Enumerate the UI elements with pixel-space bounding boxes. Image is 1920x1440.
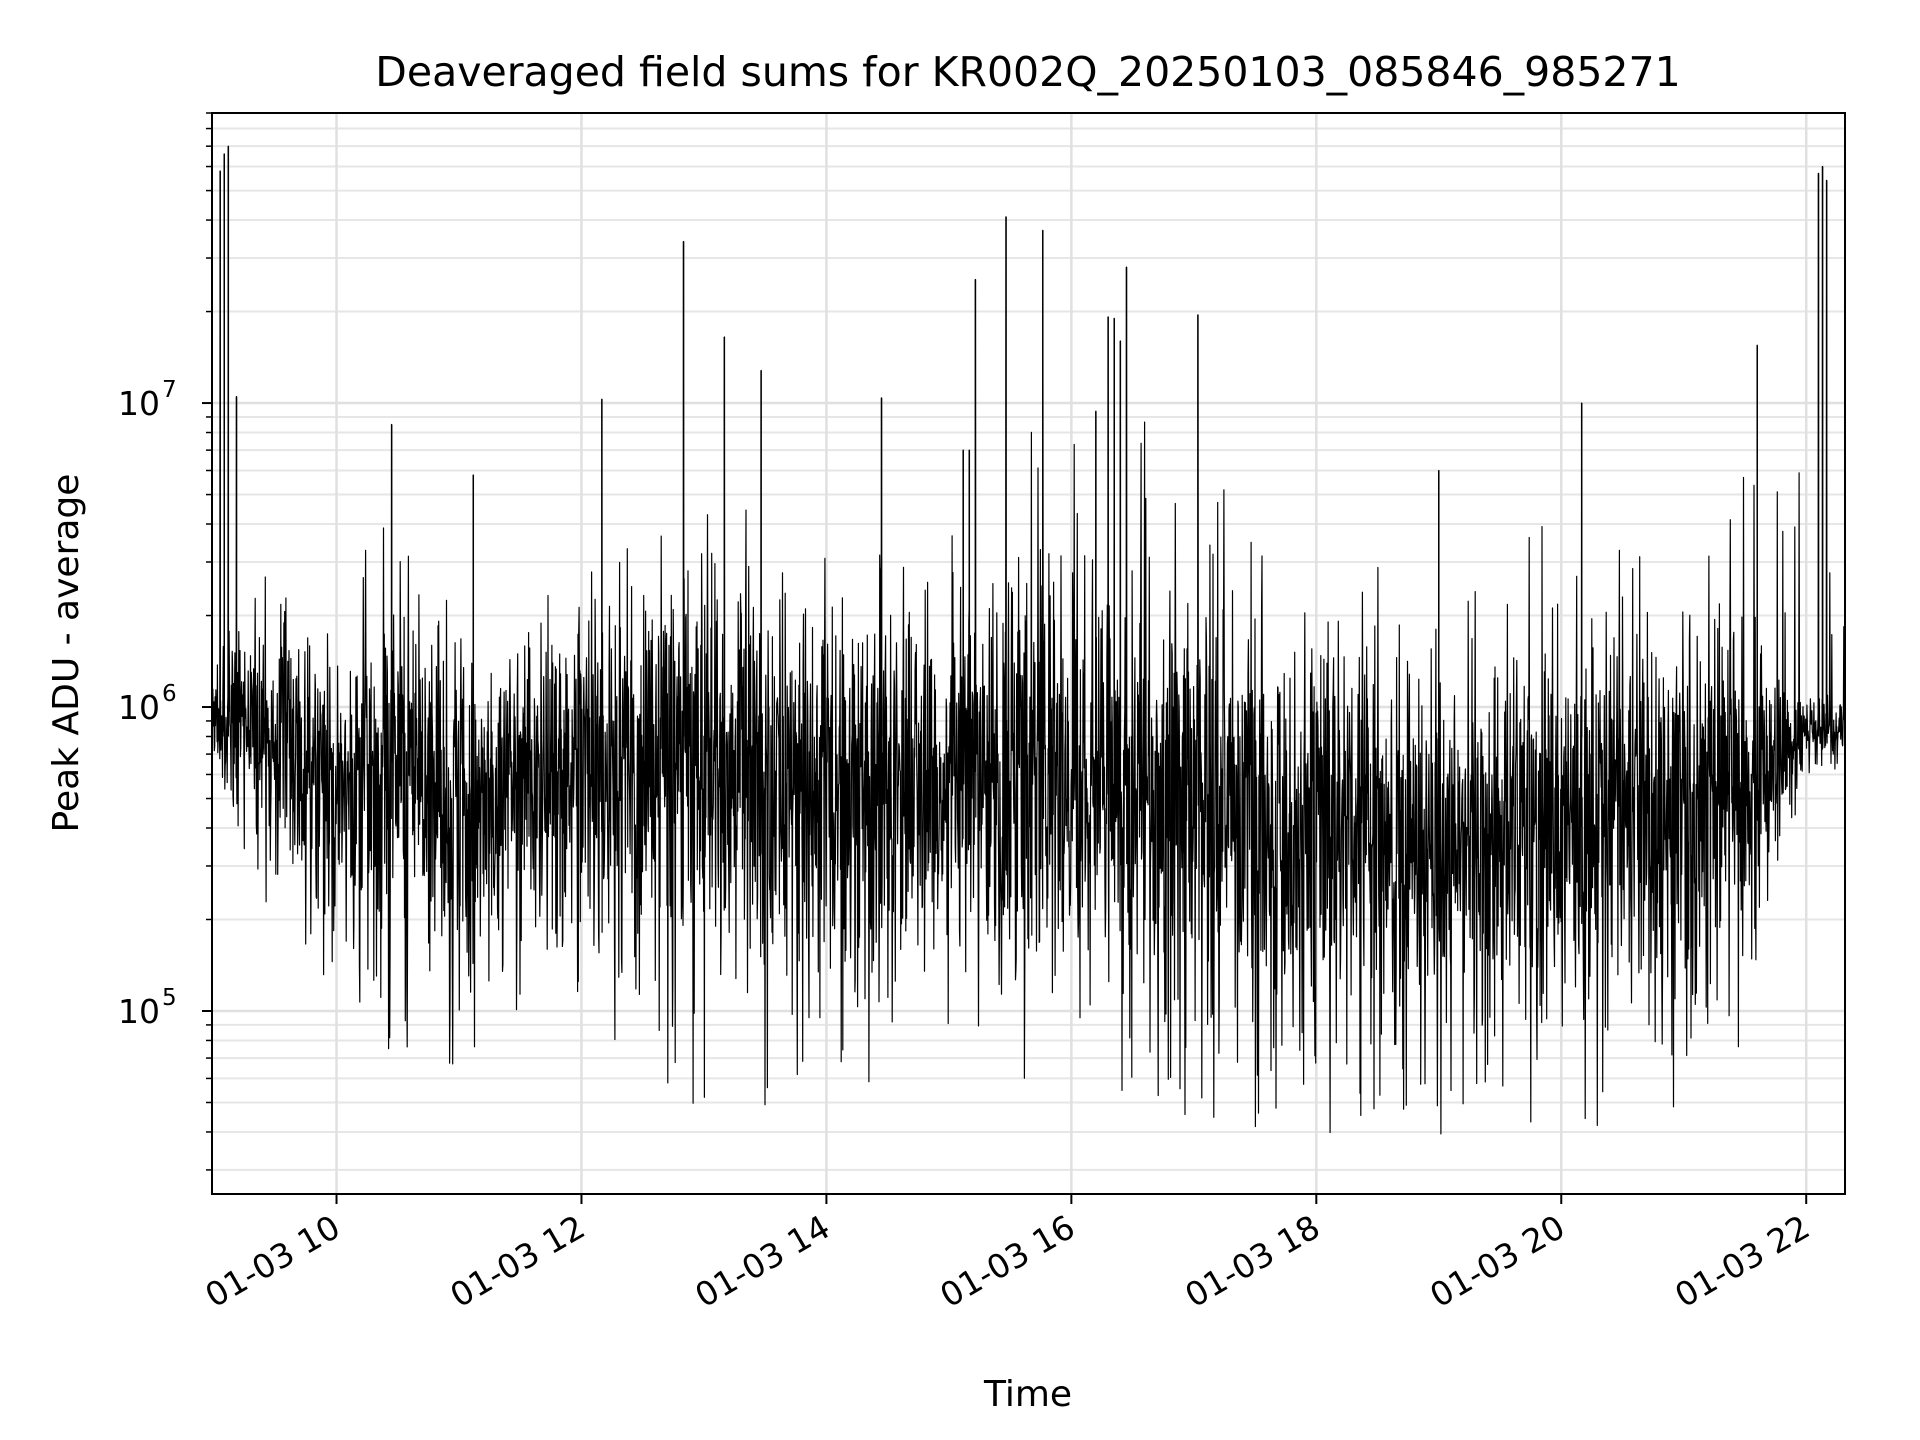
y-tick-label-exponent: 7 bbox=[162, 377, 177, 403]
plot-area-frame bbox=[211, 112, 1846, 1195]
x-axis-label: Time bbox=[983, 1374, 1072, 1415]
y-axis-label: Peak ADU - average bbox=[46, 474, 87, 833]
y-tick-label-base: 10 bbox=[118, 992, 160, 1031]
y-tick-label-exponent: 5 bbox=[162, 985, 177, 1011]
y-tick-label-exponent: 6 bbox=[162, 681, 177, 707]
grid-major bbox=[212, 113, 1845, 1194]
y-tick-label-base: 10 bbox=[118, 688, 160, 727]
y-tick-label-base: 10 bbox=[118, 384, 160, 423]
series-line bbox=[211, 145, 1846, 1135]
chart-title: Deaveraged field sums for KR002Q_2025010… bbox=[375, 48, 1680, 96]
series-layer bbox=[211, 145, 1846, 1135]
